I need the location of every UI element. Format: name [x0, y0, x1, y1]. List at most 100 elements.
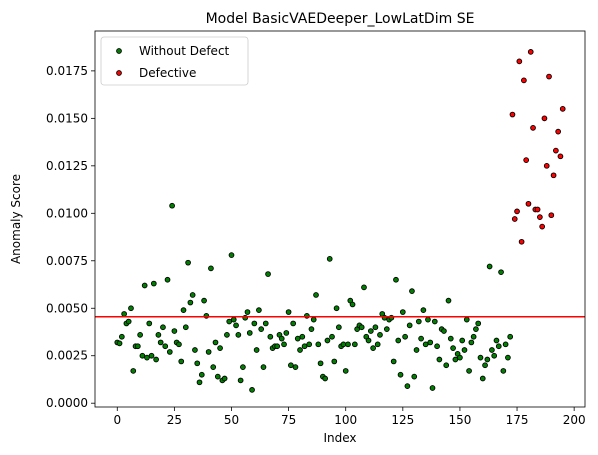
data-point: [224, 331, 230, 338]
data-point: [292, 364, 299, 370]
data-point: [523, 157, 530, 163]
data-point: [164, 276, 171, 283]
data-point: [237, 377, 244, 384]
data-point: [441, 328, 447, 334]
data-point: [406, 322, 413, 329]
data-point: [194, 360, 201, 367]
data-point: [390, 358, 397, 365]
data-point: [196, 379, 203, 386]
data-point: [484, 356, 491, 363]
data-point: [244, 309, 251, 315]
data-point: [511, 216, 518, 222]
data-point: [498, 269, 504, 276]
data-point: [217, 345, 223, 351]
data-point: [527, 49, 534, 55]
data-point: [331, 358, 338, 365]
data-point: [413, 347, 420, 353]
data-point: [267, 333, 274, 340]
data-point: [553, 147, 559, 154]
data-point: [146, 320, 153, 327]
data-point: [470, 333, 477, 340]
data-point: [340, 341, 347, 348]
data-point: [349, 301, 356, 308]
data-point: [434, 343, 440, 350]
data-point: [539, 223, 546, 230]
legend-label: Without Defect: [139, 44, 230, 58]
data-point: [226, 318, 233, 325]
data-point: [395, 337, 402, 344]
data-point: [443, 362, 450, 369]
data-point: [479, 375, 486, 382]
data-point: [205, 349, 212, 355]
data-point: [411, 373, 418, 380]
legend: Without Defect Defective: [100, 36, 249, 86]
data-point: [162, 343, 169, 350]
x-tick-label: 200: [563, 413, 586, 427]
data-point: [253, 347, 260, 353]
data-point: [436, 356, 443, 363]
data-point: [383, 326, 390, 332]
data-point: [308, 326, 315, 332]
data-point: [415, 318, 422, 325]
x-tick-label: 100: [334, 413, 357, 427]
data-point: [139, 352, 146, 359]
data-point: [157, 339, 164, 346]
x-tick-label: 125: [391, 413, 414, 427]
data-point: [294, 335, 301, 342]
y-tick-label: 0.0125: [46, 159, 88, 173]
data-point: [543, 162, 550, 169]
plot-area: 0 25 50 75 100 125 150 175 200 0.0000 0.0025 0.0050…: [46, 30, 586, 427]
data-point: [507, 333, 514, 340]
data-point: [370, 345, 376, 351]
data-point: [178, 358, 185, 365]
data-point: [486, 263, 493, 270]
data-point: [233, 322, 239, 329]
data-point: [409, 288, 415, 295]
data-point: [329, 333, 335, 340]
data-point: [351, 341, 358, 348]
data-point: [221, 375, 228, 382]
data-point: [518, 238, 525, 245]
data-point: [367, 328, 374, 334]
data-point: [509, 111, 516, 118]
data-point: [397, 371, 404, 378]
data-point: [198, 371, 205, 378]
data-point: [251, 320, 258, 327]
data-point: [361, 284, 367, 291]
data-point: [187, 299, 194, 306]
data-point: [550, 172, 557, 179]
data-point: [166, 349, 173, 355]
data-point: [345, 341, 351, 348]
data-point: [278, 335, 285, 342]
data-point: [425, 316, 431, 323]
data-point: [262, 320, 269, 327]
data-point: [493, 337, 500, 344]
data-point: [548, 212, 555, 219]
data-point: [214, 373, 221, 380]
y-tick-label: 0.0150: [46, 111, 88, 125]
data-point: [514, 208, 520, 215]
data-point: [285, 309, 292, 315]
data-point: [450, 345, 456, 351]
data-point: [521, 77, 527, 84]
data-point: [201, 297, 207, 304]
data-point: [546, 73, 552, 80]
y-axis-label: Anomaly Score: [9, 174, 23, 264]
series-defective: [509, 49, 566, 245]
data-point: [530, 124, 536, 131]
data-point: [491, 352, 498, 359]
data-point: [281, 341, 287, 348]
data-point: [429, 385, 436, 391]
legend-marker: [116, 48, 122, 54]
x-tick-label: 150: [448, 413, 471, 427]
data-point: [176, 341, 182, 348]
data-point: [541, 115, 548, 122]
data-point: [288, 362, 294, 369]
legend-box: [100, 36, 249, 86]
data-point: [447, 335, 454, 342]
data-point: [153, 356, 159, 363]
data-point: [192, 347, 198, 353]
data-point: [240, 364, 246, 370]
data-point: [500, 368, 507, 374]
data-point: [495, 343, 502, 350]
